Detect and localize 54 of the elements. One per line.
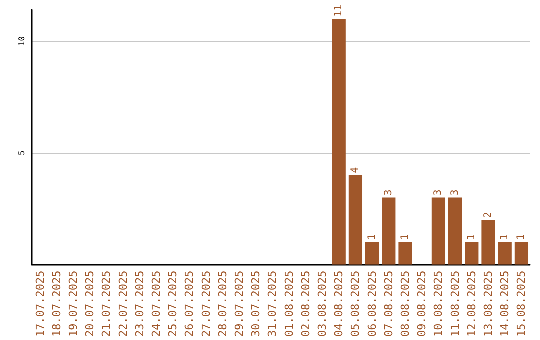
- x-tick-label: 18.07.2025: [50, 270, 64, 338]
- x-tick-label: 30.07.2025: [250, 270, 263, 338]
- bar: [348, 175, 363, 265]
- x-tick-label: 29.07.2025: [233, 270, 246, 338]
- x-tick-label: 28.07.2025: [216, 270, 230, 338]
- x-tick-label: 03.08.2025: [316, 270, 329, 338]
- data-label: 1: [366, 234, 378, 240]
- x-tick-label: 21.07.2025: [100, 270, 114, 338]
- x-tick-label: 15.08.2025: [515, 270, 528, 338]
- bar: [332, 18, 346, 265]
- x-tick-label: 13.08.2025: [482, 270, 495, 338]
- x-tick-label: 14.08.2025: [498, 270, 512, 338]
- x-tick-label: 11.08.2025: [448, 270, 462, 338]
- x-tick-label: 06.08.2025: [366, 270, 379, 338]
- x-tick-label: 09.08.2025: [416, 270, 429, 338]
- data-label: 2: [483, 212, 494, 218]
- bar: [432, 198, 446, 265]
- x-tick-label: 04.08.2025: [332, 270, 346, 338]
- bar: [382, 198, 396, 265]
- bar: [365, 242, 380, 265]
- x-tick-label: 20.07.2025: [84, 270, 97, 338]
- x-tick-label: 22.07.2025: [116, 270, 130, 338]
- y-tick-label: 5: [18, 150, 26, 156]
- x-tick-label: 24.07.2025: [150, 270, 163, 338]
- bar: [514, 242, 529, 265]
- data-label: 1: [500, 234, 511, 240]
- x-tick-label: 23.07.2025: [133, 270, 146, 338]
- x-tick-label: 17.07.2025: [34, 270, 47, 338]
- data-label: 1: [400, 234, 411, 240]
- data-label: 1: [466, 234, 478, 240]
- x-tick-label: 26.07.2025: [183, 270, 196, 338]
- data-label: 3: [383, 190, 394, 196]
- bar: [465, 242, 479, 265]
- data-label: 3: [450, 190, 461, 196]
- data-label: 1: [516, 234, 528, 240]
- x-tick-label: 05.08.2025: [349, 270, 362, 338]
- x-tick-label: 25.07.2025: [166, 270, 180, 338]
- y-tick-label: 10: [18, 36, 26, 46]
- data-label: 4: [350, 167, 362, 174]
- bar: [448, 198, 462, 265]
- x-tick-label: 10.08.2025: [432, 270, 446, 338]
- data-label: 3: [433, 190, 444, 196]
- data-label: 11: [334, 4, 345, 17]
- x-tick-label: 01.08.2025: [282, 270, 296, 338]
- x-tick-label: 08.08.2025: [399, 270, 412, 338]
- bar: [482, 220, 496, 265]
- x-tick-label: 02.08.2025: [299, 270, 312, 338]
- x-tick-label: 07.08.2025: [382, 270, 396, 338]
- bar: [498, 242, 512, 265]
- x-tick-label: 31.07.2025: [266, 270, 280, 338]
- bar: [398, 242, 412, 265]
- x-tick-label: 12.08.2025: [465, 270, 478, 338]
- x-tick-label: 19.07.2025: [67, 270, 80, 338]
- x-tick-label: 27.07.2025: [200, 270, 213, 338]
